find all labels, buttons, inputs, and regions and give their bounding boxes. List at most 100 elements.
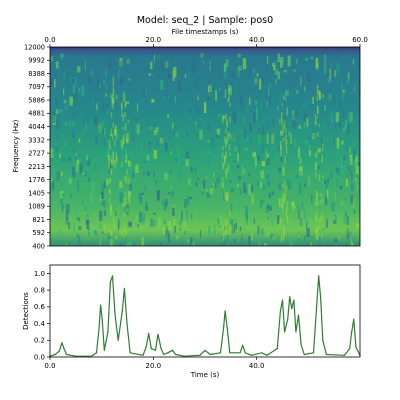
x-tick-label: 0.0 <box>44 362 55 370</box>
data-point <box>154 349 156 351</box>
data-point <box>242 344 244 346</box>
data-point <box>95 352 98 354</box>
data-point <box>54 353 56 356</box>
data-point <box>300 343 302 346</box>
data-point <box>293 299 295 301</box>
data-point <box>103 349 105 351</box>
data-point <box>114 314 116 316</box>
data-point <box>291 307 293 310</box>
y-tick-label: 2213 <box>28 163 45 171</box>
data-point <box>303 353 305 356</box>
data-point <box>261 352 263 354</box>
data-point <box>239 352 241 354</box>
data-point <box>351 331 353 333</box>
data-point <box>163 353 165 356</box>
data-point <box>174 353 177 356</box>
spectrogram-background <box>50 47 360 246</box>
data-point <box>325 353 328 356</box>
y-tick-label: 0.4 <box>34 320 46 328</box>
y-tick-label: 821 <box>32 216 45 224</box>
detections-y-ticks: 0.0 0.2 0.4 0.6 0.8 1.0 <box>34 270 50 361</box>
data-point <box>279 310 282 312</box>
top-x-tick-label: 20.0 <box>146 36 162 44</box>
y-tick-label: 8388 <box>28 70 45 78</box>
data-point <box>129 352 131 354</box>
data-point <box>90 355 92 357</box>
data-point <box>63 348 65 350</box>
x-tick-label: 20.0 <box>146 362 162 370</box>
data-point <box>58 350 60 352</box>
data-point <box>123 287 125 290</box>
detections-series <box>49 275 361 357</box>
data-point <box>289 296 291 298</box>
y-tick-label: 0.0 <box>34 353 45 361</box>
x-tick-label: 40.0 <box>249 362 265 370</box>
data-point <box>204 349 206 351</box>
data-point <box>219 352 222 354</box>
data-point <box>167 352 169 354</box>
data-point <box>320 297 322 300</box>
y-tick-label: 2727 <box>28 150 45 158</box>
data-point <box>142 354 144 356</box>
data-point <box>295 331 297 333</box>
data-point <box>244 352 246 354</box>
data-point <box>353 318 355 320</box>
y-tick-label: 1089 <box>28 203 45 211</box>
data-point <box>117 339 119 341</box>
detections-xlabel: Time (s) <box>190 371 220 379</box>
data-point <box>283 331 286 333</box>
data-point <box>223 327 225 329</box>
spectrogram-top-xlabel: File timestamps (s) <box>172 28 239 36</box>
data-point <box>355 346 357 348</box>
data-point <box>322 339 324 341</box>
y-tick-label: 0.6 <box>34 303 46 311</box>
data-point <box>276 348 278 350</box>
detections-ylabel: Detections <box>22 292 30 330</box>
detections-x-ticks: 0.0 20.0 40.0 <box>44 357 264 370</box>
top-x-tick-label: 0.0 <box>44 36 55 44</box>
data-point <box>297 314 300 316</box>
data-point <box>226 327 228 329</box>
y-tick-label: 400 <box>32 242 45 250</box>
data-point <box>287 318 289 320</box>
detections-panel: 0.0 20.0 40.0 0.00.20.40.60.81.0 Time (s) … <box>22 264 361 379</box>
spectrogram-ylabel: Frequency (Hz) <box>12 119 20 172</box>
detections-frame <box>49 264 361 358</box>
data-point <box>75 355 77 357</box>
data-point <box>224 310 226 312</box>
data-point <box>109 281 112 283</box>
data-point <box>281 299 284 301</box>
data-point <box>250 354 253 356</box>
spectrogram-texture <box>50 53 360 246</box>
spectrogram-panel: File timestamps (s) 0.0 20.0 40.0 60.0 1200… <box>12 28 368 250</box>
data-point <box>61 342 63 344</box>
y-tick-label: 4881 <box>28 110 45 118</box>
data-point <box>183 355 185 357</box>
data-point <box>101 318 103 320</box>
data-point <box>107 331 109 333</box>
data-point <box>98 327 100 329</box>
spectrogram-y-ticks: 12000 9992 8388 7097 5886 4881 4044 3332 2727 221… <box>24 43 50 250</box>
data-point <box>126 322 128 325</box>
data-point <box>316 306 318 308</box>
top-x-tick-label: 60.0 <box>352 36 368 44</box>
data-point <box>171 349 174 351</box>
data-point <box>148 332 150 335</box>
data-point <box>343 354 346 356</box>
data-point <box>349 348 351 350</box>
data-point <box>160 348 162 350</box>
y-tick-label: 9992 <box>28 57 45 65</box>
detections-plot-area <box>50 265 360 357</box>
figure-title: Model: seq_2 | Sample: pos0 <box>137 15 273 26</box>
y-tick-label: 3332 <box>28 136 45 144</box>
y-tick-label: 4044 <box>28 123 45 131</box>
data-point <box>150 348 152 350</box>
spectrogram-top-x-ticks: 0.0 20.0 40.0 60.0 <box>44 36 368 47</box>
top-x-tick-label: 40.0 <box>249 36 265 44</box>
detections-line <box>49 275 361 357</box>
y-tick-label: 0.2 <box>34 337 45 345</box>
y-tick-label: 5886 <box>28 96 45 104</box>
data-point <box>209 353 211 356</box>
data-point <box>318 275 320 277</box>
